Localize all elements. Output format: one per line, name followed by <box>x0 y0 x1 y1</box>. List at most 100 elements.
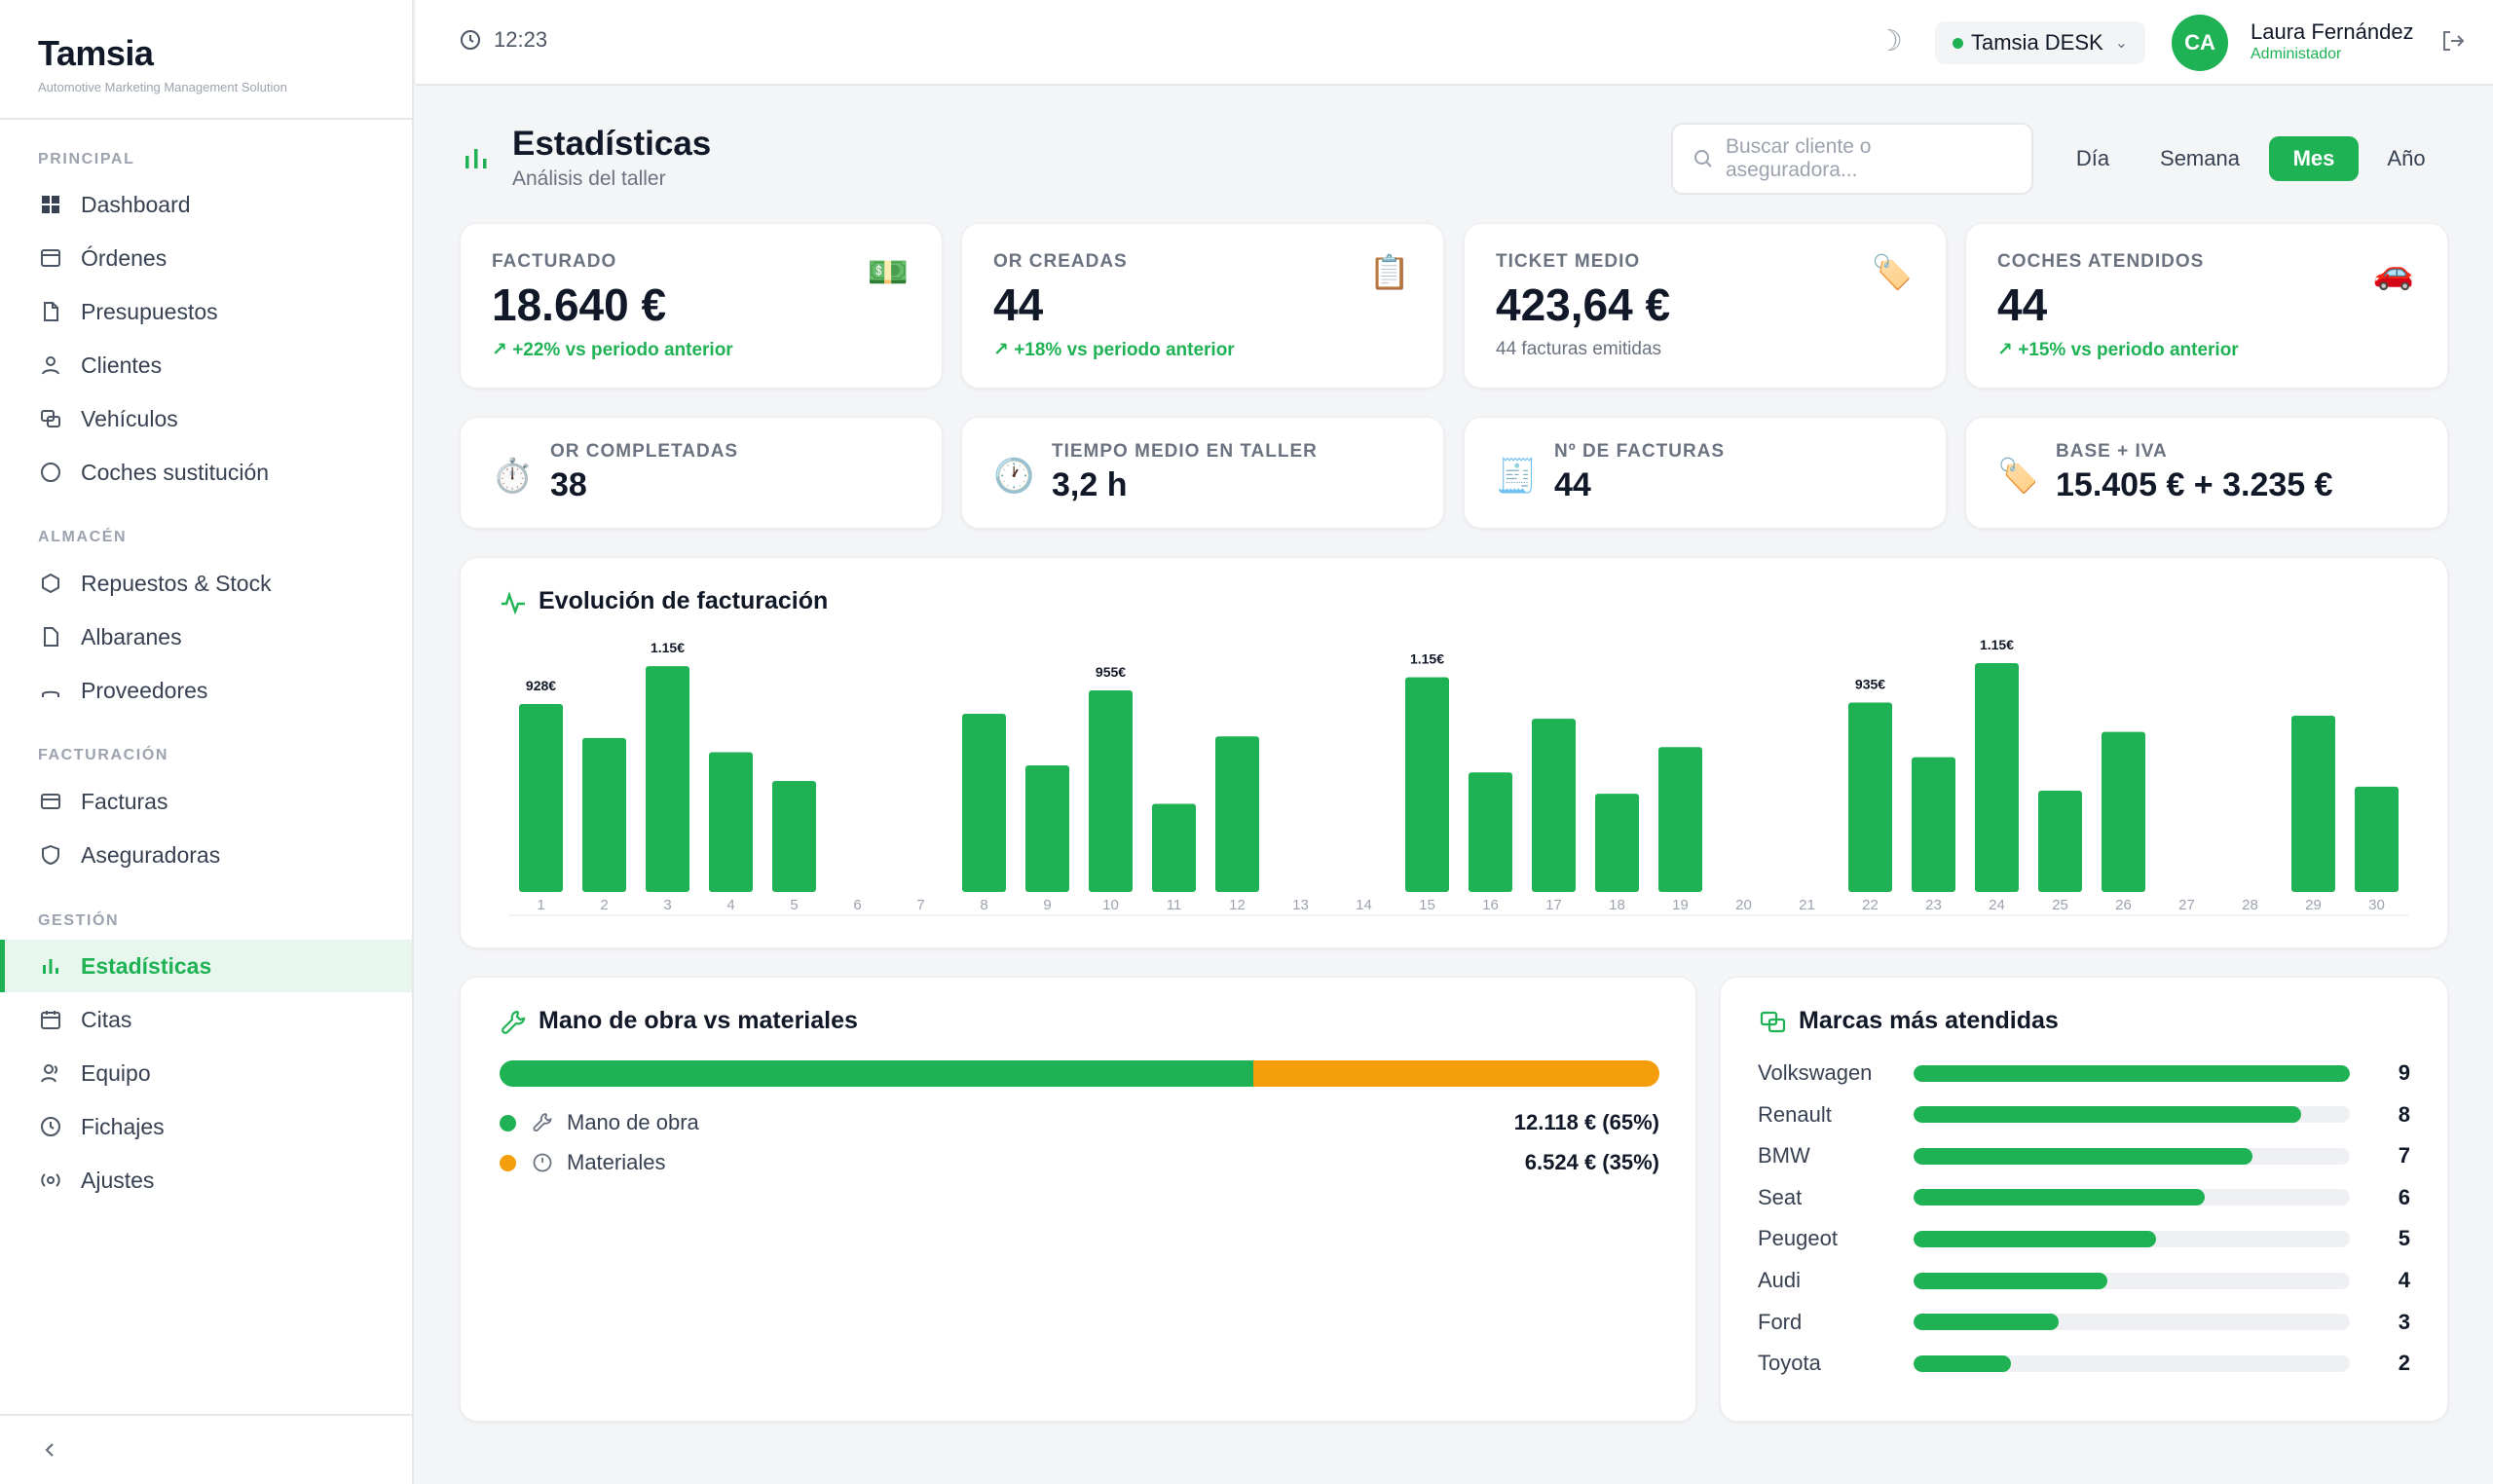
chart-bar-day-3[interactable] <box>646 666 689 892</box>
sidebar-item-clientes[interactable]: Clientes <box>0 339 412 391</box>
chart-bar-day-29[interactable] <box>2291 716 2335 892</box>
search-box[interactable]: Buscar cliente o aseguradora... <box>1671 123 2033 195</box>
sidebar-collapse-button[interactable] <box>0 1414 412 1484</box>
sidebar-item-repuestos[interactable]: Repuestos & Stock <box>0 557 412 610</box>
chart-bar-day-30[interactable] <box>2355 786 2399 892</box>
chart-tick-label: 29 <box>2305 897 2322 913</box>
legend-dot <box>500 1114 516 1132</box>
brand-row: Peugeot 5 <box>1758 1224 2410 1253</box>
chart-bar-day-1[interactable] <box>519 703 563 892</box>
sidebar-item-equipo[interactable]: Equipo <box>0 1047 412 1099</box>
chart-bar-day-16[interactable] <box>1469 772 1512 892</box>
chart-bar-day-17[interactable] <box>1532 719 1576 892</box>
sidebar-item-aseguradoras[interactable]: Aseguradoras <box>0 829 412 881</box>
clock-icon <box>532 1152 553 1173</box>
sidebar-item-estadisticas[interactable]: Estadísticas <box>0 940 412 992</box>
stat-card-or-completadas: ⏱️ OR COMPLETADAS 38 <box>460 417 943 529</box>
clock-icon <box>461 30 480 50</box>
brand-name: Toyota <box>1758 1351 1821 1376</box>
theme-toggle-icon[interactable]: ☽ <box>1877 25 1903 57</box>
chart-tick-label: 9 <box>1043 897 1051 913</box>
chart-bar-day-11[interactable] <box>1152 803 1196 892</box>
kpi-note: 44 facturas emitidas <box>1496 339 1662 359</box>
chart-tick-label: 10 <box>1102 897 1119 913</box>
avatar[interactable]: CA <box>2172 15 2228 71</box>
kpi-delta: ↗ +15% vs periodo anterior <box>1997 340 2239 360</box>
clock-icon: 🕐 <box>993 458 1035 495</box>
sidebar-item-facturas[interactable]: Facturas <box>0 775 412 828</box>
sidebar-item-proveedores[interactable]: Proveedores <box>0 664 412 717</box>
team-icon <box>38 1060 63 1086</box>
logout-icon[interactable] <box>2439 27 2467 59</box>
kpi-card-or-creadas: OR CREADAS 44 ↗ +18% vs periodo anterior… <box>961 223 1444 389</box>
chart-tick-label: 4 <box>726 897 734 913</box>
chart-tick-label: 3 <box>663 897 671 913</box>
chart-bar-day-23[interactable] <box>1912 757 1955 892</box>
sidebar-item-albaranes[interactable]: Albaranes <box>0 611 412 663</box>
search-input[interactable]: Buscar cliente o aseguradora... <box>1726 135 1872 181</box>
chart-tick-label: 17 <box>1545 897 1562 913</box>
period-dia-button[interactable]: Día <box>2075 146 2110 170</box>
brand-count: 9 <box>2398 1060 2410 1085</box>
chart-data-label: 935€ <box>1855 677 1885 692</box>
workspace-selector[interactable]: Tamsia DESK ⌄ <box>1935 21 2146 64</box>
sidebar-item-ordenes[interactable]: Órdenes <box>0 232 412 284</box>
chart-bar-day-18[interactable] <box>1595 794 1639 892</box>
brand-count: 5 <box>2398 1226 2410 1251</box>
chart-tick-label: 13 <box>1292 897 1309 913</box>
brand-bar-track <box>1914 1272 2350 1289</box>
chart-bar-day-22[interactable] <box>1848 702 1892 892</box>
sidebar-item-citas[interactable]: Citas <box>0 993 412 1046</box>
user-name: Laura Fernández <box>2251 19 2414 44</box>
period-mes-button[interactable]: Mes <box>2269 136 2359 181</box>
brand-count: 4 <box>2398 1268 2410 1292</box>
chart-bar-day-25[interactable] <box>2038 791 2082 892</box>
settings-icon <box>38 1168 63 1193</box>
chart-bar-day-26[interactable] <box>2102 731 2145 892</box>
sidebar-item-fichajes[interactable]: Fichajes <box>0 1100 412 1153</box>
brand-bar-fill <box>1914 1272 2108 1289</box>
sidebar-item-vehiculos[interactable]: Vehículos <box>0 392 412 445</box>
brand-row: Toyota 2 <box>1758 1349 2410 1378</box>
stat-label: Nº DE FACTURAS <box>1554 441 1726 462</box>
brand-count: 6 <box>2398 1184 2410 1209</box>
period-ano-button[interactable]: Año <box>2387 146 2426 170</box>
sidebar-item-coches-sustitucion[interactable]: Coches sustitución <box>0 446 412 499</box>
clock: 12:23 <box>459 27 547 53</box>
chart-bar-day-5[interactable] <box>772 781 816 892</box>
brand-name: Volkswagen <box>1758 1060 1873 1085</box>
sidebar-item-label: Proveedores <box>81 677 208 703</box>
chart-tick-label: 20 <box>1735 897 1752 913</box>
brand-bar-track <box>1914 1106 2350 1124</box>
sidebar-item-label: Dashboard <box>81 191 191 217</box>
brand-bar-fill <box>1914 1189 2205 1206</box>
chart-bar-day-2[interactable] <box>582 737 626 892</box>
sidebar-item-dashboard[interactable]: Dashboard <box>0 178 412 231</box>
window-icon <box>38 245 63 271</box>
sidebar-item-presupuestos[interactable]: Presupuestos <box>0 285 412 338</box>
chart-data-label: 955€ <box>1096 664 1126 680</box>
stat-value: 3,2 h <box>1052 466 1128 503</box>
brand-bar-fill <box>1914 1147 2253 1165</box>
brand-name: Ford <box>1758 1309 1803 1334</box>
brand-bar-track <box>1914 1354 2350 1372</box>
brand-count: 2 <box>2398 1351 2410 1376</box>
chart-bar-day-12[interactable] <box>1215 736 1259 892</box>
chart-bar-day-4[interactable] <box>709 752 753 892</box>
period-semana-button[interactable]: Semana <box>2160 146 2240 170</box>
page-title: Estadísticas <box>512 125 712 163</box>
chart-bar-day-15[interactable] <box>1405 677 1449 892</box>
chart-tick-label: 18 <box>1609 897 1625 913</box>
calendar-icon <box>38 1007 63 1032</box>
chart-bar-day-9[interactable] <box>1025 765 1069 892</box>
chart-tick-label: 1 <box>537 897 544 913</box>
user-role: Administador <box>2251 46 2342 62</box>
chart-bar-day-10[interactable] <box>1089 690 1133 892</box>
chart-bar-day-8[interactable] <box>962 713 1006 892</box>
sidebar-item-ajustes[interactable]: Ajustes <box>0 1154 412 1206</box>
chart-bar-day-24[interactable] <box>1975 662 2019 892</box>
brand-row: Renault 8 <box>1758 1100 2410 1130</box>
chart-bar-day-19[interactable] <box>1658 747 1702 892</box>
chart-tick-label: 5 <box>790 897 798 913</box>
truck-icon <box>38 678 63 703</box>
